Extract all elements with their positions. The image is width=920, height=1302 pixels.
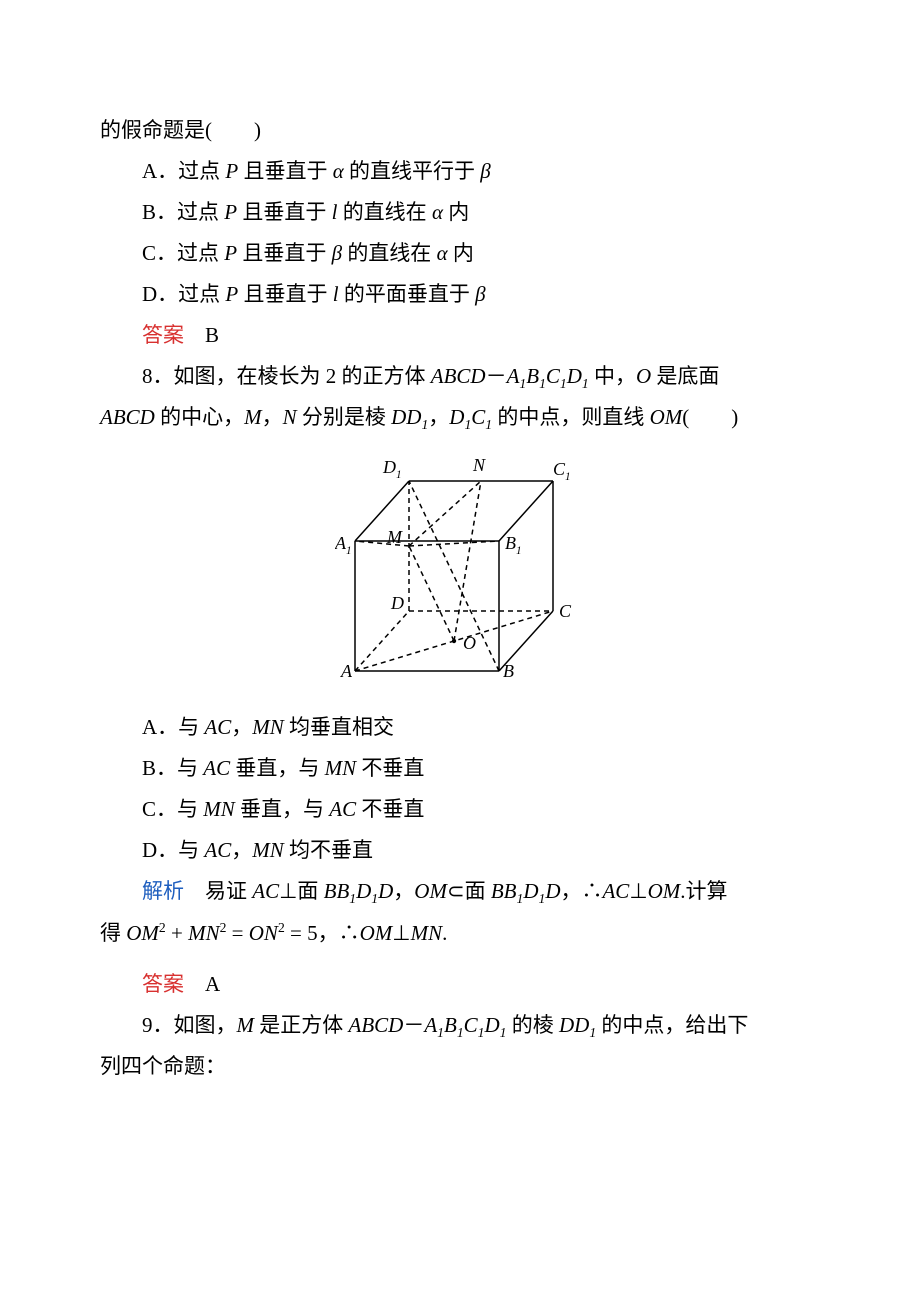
q9-stem-line2: 列四个命题： xyxy=(100,1046,820,1087)
answer-label: 答案 xyxy=(142,972,184,996)
q8-explain-line2: 得 OM2 + MN2 = ON2 = 5，∴OM⊥MN. xyxy=(100,913,820,954)
q8-stem-line1: 8．如图，在棱长为 2 的正方体 ABCD－A1B1C1D1 中，O 是底面 xyxy=(100,356,820,398)
svg-text:C: C xyxy=(559,601,572,621)
q8-answer: 答案 A xyxy=(100,964,820,1005)
q8-explain-line1: 解析 易证 AC⊥面 BB1D1D，OM⊂面 BB1D1D，∴AC⊥OM.计算 xyxy=(100,871,820,913)
explain-label: 解析 xyxy=(142,879,184,903)
cube-svg: A B C D A1 B1 C1 D1 M N O xyxy=(335,453,585,683)
svg-text:A: A xyxy=(340,661,353,681)
svg-text:D1: D1 xyxy=(382,457,402,481)
q8-choice-a: A．与 AC，MN 均垂直相交 xyxy=(100,707,820,748)
q7-choice-c: C．过点 P 且垂直于 β 的直线在 α 内 xyxy=(100,233,820,274)
svg-text:B: B xyxy=(503,661,514,681)
q8-choice-d: D．与 AC，MN 均不垂直 xyxy=(100,830,820,871)
svg-text:D: D xyxy=(390,593,404,613)
q7-stem-tail: 的假命题是( ) xyxy=(100,110,820,151)
q8-stem1: 如图，在棱长为 2 的正方体 ABCD－A1B1C1D1 中，O 是底面 xyxy=(174,364,720,388)
svg-text:A1: A1 xyxy=(335,533,352,557)
q8-stem-line2: ABCD 的中心，M，N 分别是棱 DD1，D1C1 的中点，则直线 OM( ) xyxy=(100,397,820,439)
q7-answer: 答案 B xyxy=(100,315,820,356)
answer-label: 答案 xyxy=(142,323,184,347)
cube-figure: A B C D A1 B1 C1 D1 M N O xyxy=(100,453,820,697)
svg-text:N: N xyxy=(472,455,486,475)
svg-text:M: M xyxy=(386,527,403,547)
q7-choice-a: A．过点 P 且垂直于 α 的直线平行于 β xyxy=(100,151,820,192)
svg-text:C1: C1 xyxy=(553,459,571,483)
q7-choice-b: B．过点 P 且垂直于 l 的直线在 α 内 xyxy=(100,192,820,233)
svg-text:B1: B1 xyxy=(505,533,522,557)
q7-answer-value: B xyxy=(205,323,219,347)
svg-text:O: O xyxy=(463,633,476,653)
page: 的假命题是( ) A．过点 P 且垂直于 α 的直线平行于 β B．过点 P 且… xyxy=(0,0,920,1302)
q9-number: 9． xyxy=(142,1013,174,1037)
q8-choice-c: C．与 MN 垂直，与 AC 不垂直 xyxy=(100,789,820,830)
q8-number: 8． xyxy=(142,364,174,388)
q7-choice-d: D．过点 P 且垂直于 l 的平面垂直于 β xyxy=(100,274,820,315)
q8-choice-b: B．与 AC 垂直，与 MN 不垂直 xyxy=(100,748,820,789)
q9-stem-line1: 9．如图，M 是正方体 ABCD－A1B1C1D1 的棱 DD1 的中点，给出下 xyxy=(100,1005,820,1047)
q8-answer-value: A xyxy=(205,972,220,996)
